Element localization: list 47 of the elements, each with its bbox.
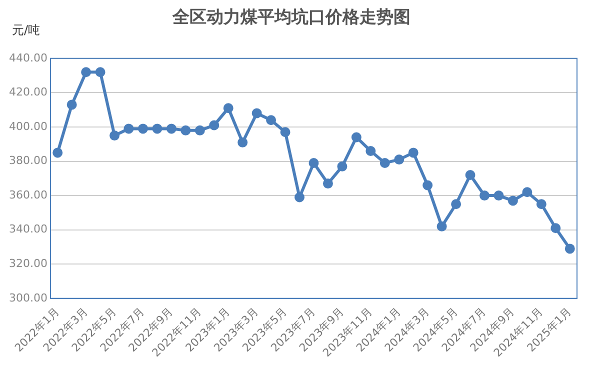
point bbox=[294, 192, 305, 202]
point bbox=[422, 180, 433, 190]
y-tick-label: 360.00 bbox=[8, 188, 48, 202]
y-tick-label: 320.00 bbox=[8, 256, 48, 270]
point bbox=[81, 67, 92, 78]
y-tick-label: 420.00 bbox=[8, 86, 48, 99]
point bbox=[166, 124, 176, 134]
point bbox=[110, 130, 120, 141]
y-tick-label: 340.00 bbox=[8, 222, 48, 236]
point bbox=[124, 124, 134, 134]
point bbox=[494, 190, 504, 201]
point bbox=[366, 146, 376, 156]
point bbox=[564, 244, 575, 254]
point bbox=[508, 196, 518, 206]
point bbox=[550, 223, 561, 234]
point bbox=[194, 125, 205, 136]
point bbox=[536, 199, 546, 210]
point bbox=[180, 125, 191, 136]
y-axis-title: 元/吨 bbox=[12, 23, 40, 38]
point bbox=[223, 103, 234, 114]
point bbox=[408, 148, 418, 158]
point bbox=[308, 158, 319, 168]
point bbox=[52, 148, 63, 158]
y-tick-label: 300.00 bbox=[8, 291, 48, 304]
point bbox=[138, 124, 148, 134]
point bbox=[337, 161, 348, 172]
point bbox=[465, 170, 476, 180]
y-tick-label: 380.00 bbox=[8, 154, 48, 168]
point bbox=[66, 100, 77, 110]
point bbox=[436, 221, 447, 232]
point bbox=[266, 115, 276, 126]
point bbox=[380, 158, 390, 168]
point bbox=[322, 178, 333, 189]
y-tick-label: 400.00 bbox=[8, 120, 48, 133]
y-tick-label: 440.00 bbox=[8, 51, 48, 64]
point bbox=[209, 120, 220, 130]
point bbox=[95, 67, 106, 78]
point bbox=[252, 108, 262, 118]
point bbox=[238, 137, 248, 148]
point bbox=[351, 132, 362, 142]
point bbox=[152, 124, 162, 134]
point bbox=[280, 127, 290, 138]
point bbox=[451, 199, 462, 210]
chart-title: 全区动力煤平均坑口价格走势图 bbox=[172, 8, 410, 28]
point bbox=[522, 187, 532, 198]
point bbox=[394, 154, 404, 165]
point bbox=[480, 190, 490, 201]
